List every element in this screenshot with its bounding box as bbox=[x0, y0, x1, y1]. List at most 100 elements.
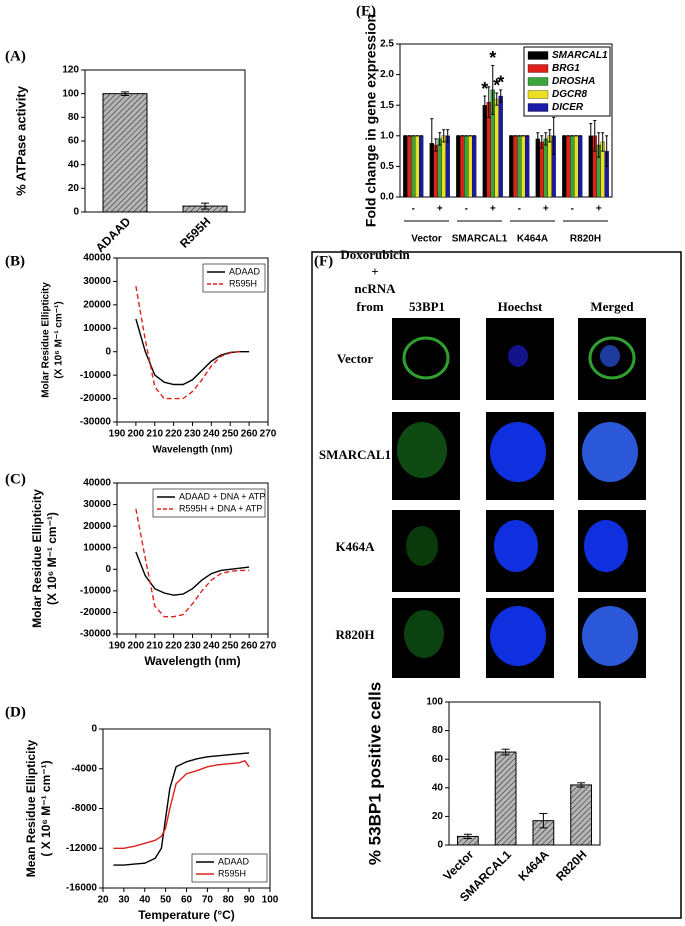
bar bbox=[419, 135, 424, 198]
y-tick-label: 100 bbox=[62, 88, 79, 99]
plot-frame bbox=[399, 43, 613, 198]
bar bbox=[539, 141, 544, 198]
x-tick-label: 240 bbox=[203, 641, 220, 652]
y-axis-label: (X 10⁶ M⁻¹ cm⁻¹) bbox=[54, 301, 65, 378]
x-tick-label: 210 bbox=[146, 429, 163, 440]
y-axis-label: (X 10⁶ M⁻¹ cm⁻¹) bbox=[45, 512, 59, 605]
line-series bbox=[113, 752, 250, 866]
x-tick-label: 100 bbox=[262, 895, 279, 906]
bar bbox=[570, 135, 575, 198]
y-tick-label: 0 bbox=[437, 840, 443, 851]
x-tick-label: - bbox=[518, 204, 521, 215]
y-tick-label: 80 bbox=[68, 112, 80, 123]
x-tick-label: 220 bbox=[165, 641, 182, 652]
legend-label: ADAAD bbox=[218, 856, 250, 866]
x-tick-label: Vector bbox=[440, 847, 476, 883]
x-tick-label: 50 bbox=[160, 895, 172, 906]
panel-f-border bbox=[311, 251, 682, 919]
treatment-text: + bbox=[371, 264, 378, 279]
panel-label: (C) bbox=[5, 471, 26, 487]
x-tick-label: 230 bbox=[184, 641, 201, 652]
row-label: Vector bbox=[337, 351, 374, 366]
y-tick-label: 80 bbox=[432, 725, 444, 736]
treatment-text: Doxorubicin bbox=[340, 247, 410, 262]
y-axis-label: Fold change in gene expression bbox=[363, 14, 379, 227]
legend-swatch bbox=[527, 77, 549, 86]
y-tick-label: 0 bbox=[73, 207, 79, 218]
y-tick-label: 0 bbox=[105, 564, 111, 575]
x-tick-label: 260 bbox=[241, 429, 258, 440]
legend-box bbox=[191, 853, 268, 883]
x-tick-label: 190 bbox=[109, 429, 126, 440]
y-tick-label: 120 bbox=[62, 65, 79, 76]
legend-box bbox=[152, 488, 266, 518]
treatment-text: from bbox=[356, 299, 383, 314]
bar bbox=[494, 98, 499, 198]
group-label: R820H bbox=[570, 234, 601, 245]
x-tick-label: K464A bbox=[515, 847, 552, 884]
bar bbox=[566, 135, 571, 198]
bar bbox=[494, 751, 517, 846]
legend-label: DROSHA bbox=[552, 76, 595, 87]
x-axis-label: Wavelength (nm) bbox=[152, 445, 232, 456]
bar bbox=[535, 138, 540, 198]
nucleus-stain bbox=[584, 520, 628, 572]
y-tick-label: 10000 bbox=[83, 542, 111, 553]
x-tick-label: 240 bbox=[203, 429, 220, 440]
bar bbox=[513, 135, 518, 198]
legend-label: SMARCAL1 bbox=[552, 50, 608, 61]
y-tick-label: 2.5 bbox=[380, 39, 394, 50]
bar bbox=[415, 135, 420, 198]
bar bbox=[441, 135, 446, 198]
x-tick-label: 90 bbox=[244, 895, 256, 906]
nucleus-stain bbox=[600, 345, 620, 367]
legend-label: BRG1 bbox=[552, 63, 580, 74]
y-tick-label: -10000 bbox=[80, 585, 112, 596]
y-axis-label: Molar Residue Ellipticity bbox=[30, 489, 44, 628]
bar bbox=[521, 135, 526, 198]
legend-swatch bbox=[527, 51, 549, 60]
legend-label: ADAAD + DNA + ATP bbox=[179, 491, 265, 501]
legend-swatch bbox=[527, 90, 549, 99]
bar bbox=[547, 135, 552, 198]
bar bbox=[407, 135, 412, 198]
line-series bbox=[135, 508, 250, 618]
y-axis-label: % ATPase activity bbox=[13, 85, 28, 196]
x-tick-label: + bbox=[490, 204, 496, 215]
row-label: K464A bbox=[336, 539, 376, 554]
bar bbox=[498, 95, 503, 198]
x-tick-label: 80 bbox=[223, 895, 235, 906]
row-label: R820H bbox=[336, 627, 375, 642]
y-tick-label: 60 bbox=[432, 754, 444, 765]
y-tick-label: 30000 bbox=[83, 276, 111, 287]
group-label: Vector bbox=[411, 234, 442, 245]
x-tick-label: 40 bbox=[139, 895, 151, 906]
y-tick-label: 30000 bbox=[83, 499, 111, 510]
y-tick-label: 20000 bbox=[83, 521, 111, 532]
x-tick-label: + bbox=[596, 204, 602, 215]
x-tick-label: + bbox=[437, 204, 443, 215]
y-axis-label: % 53BP1 positive cells bbox=[365, 682, 384, 865]
group-label: K464A bbox=[517, 234, 548, 245]
x-tick-label: + bbox=[543, 204, 549, 215]
bar bbox=[570, 784, 593, 846]
row-label: SMARCAL1 bbox=[319, 447, 391, 462]
y-tick-label: 10000 bbox=[83, 323, 111, 334]
bar bbox=[525, 135, 530, 198]
bar bbox=[472, 135, 477, 198]
x-tick-label: 270 bbox=[260, 641, 277, 652]
bar bbox=[468, 135, 473, 198]
y-tick-label: 1.0 bbox=[380, 130, 394, 141]
x-tick-label: 210 bbox=[146, 641, 163, 652]
y-tick-label: 20 bbox=[68, 183, 80, 194]
bar bbox=[403, 135, 408, 198]
legend-label: ADAAD bbox=[229, 266, 261, 276]
y-tick-label: 20000 bbox=[83, 299, 111, 310]
x-axis-label: Wavelength (nm) bbox=[144, 654, 240, 668]
y-tick-label: -30000 bbox=[80, 629, 112, 640]
column-header: 53BP1 bbox=[409, 299, 445, 314]
bar bbox=[445, 135, 450, 198]
y-tick-label: 60 bbox=[68, 136, 80, 147]
x-tick-label: 260 bbox=[241, 641, 258, 652]
